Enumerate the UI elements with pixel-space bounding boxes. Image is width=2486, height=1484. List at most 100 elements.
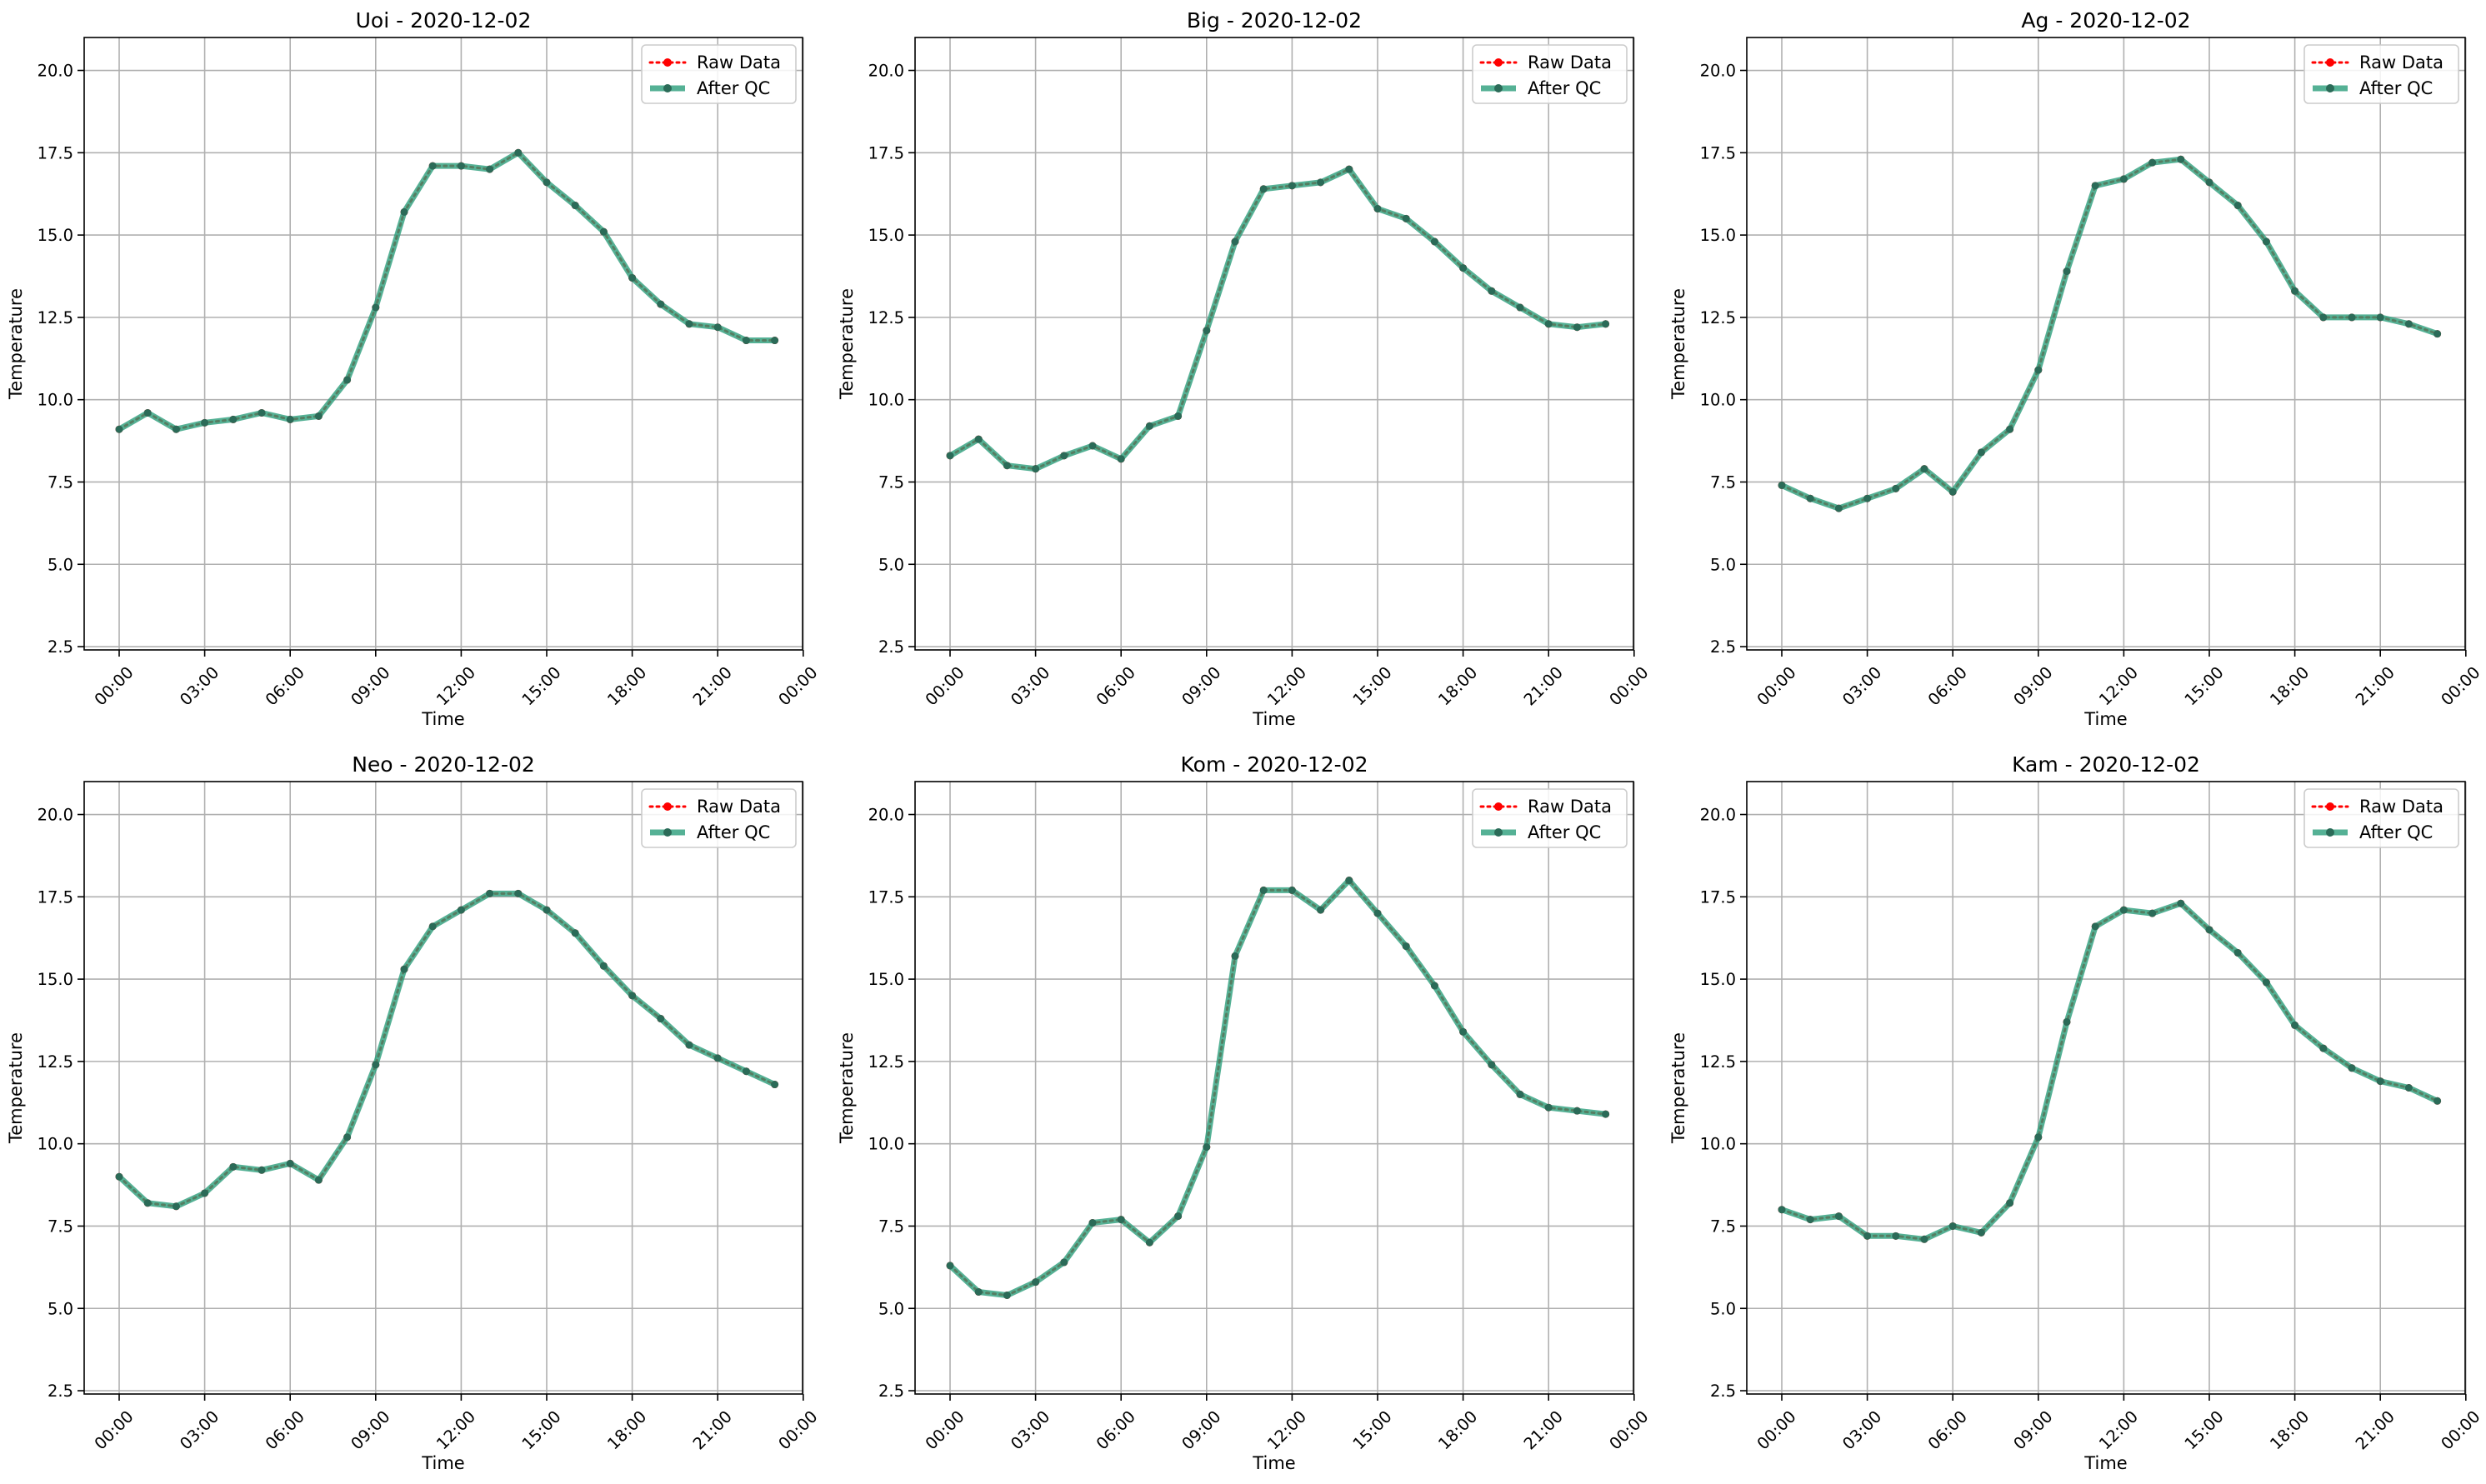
data-point-qc-0200	[1003, 462, 1011, 470]
y-tick-label: 5.0	[48, 555, 73, 574]
data-point-qc-1100	[428, 162, 437, 170]
data-point-qc-0900	[2034, 1133, 2043, 1142]
y-tick-label: 15.0	[38, 226, 73, 245]
x-tick-label: 06:00	[1093, 1407, 1139, 1453]
legend-label-after-qc: After QC	[697, 78, 770, 98]
data-point-qc-1900	[1488, 287, 1496, 295]
data-point-qc-2300	[1602, 320, 1610, 328]
data-point-qc-2200	[2404, 1084, 2413, 1092]
data-point-qc-0900	[1203, 327, 1211, 335]
x-tick-label: 00:00	[1753, 1407, 1800, 1453]
x-tick-label: 18:00	[603, 662, 650, 709]
legend-label-raw-data: Raw Data	[2359, 52, 2443, 72]
data-point-qc-0000	[1778, 1206, 1786, 1214]
data-point-qc-2000	[1516, 303, 1524, 312]
axes-frame	[1746, 37, 2466, 651]
data-point-qc-0600	[1117, 455, 1125, 463]
x-tick-label: 03:00	[1007, 1407, 1053, 1453]
x-tick-label: 21:00	[689, 1407, 736, 1453]
data-point-qc-1300	[2148, 158, 2157, 167]
data-point-qc-2200	[1573, 323, 1581, 332]
x-tick-label: 12:00	[2095, 662, 2142, 709]
data-point-qc-0100	[1806, 1216, 1814, 1224]
legend-marker-raw-data	[1494, 58, 1503, 67]
data-point-qc-2000	[2348, 313, 2356, 322]
data-point-qc-2300	[771, 337, 779, 345]
y-tick-label: 5.0	[1710, 1299, 1736, 1318]
x-tick-label: 06:00	[262, 1407, 308, 1453]
data-point-qc-1900	[2319, 1044, 2328, 1052]
series-line-raw-data	[1780, 157, 2439, 510]
y-tick-label: 15.0	[868, 970, 904, 989]
y-tick-label: 12.5	[1700, 308, 1736, 327]
data-point-qc-0800	[2006, 425, 2014, 433]
data-point-qc-0400	[1060, 1258, 1068, 1267]
x-tick-label: 18:00	[2266, 1407, 2313, 1453]
data-point-qc-1800	[2291, 1021, 2299, 1029]
data-point-qc-1200	[1288, 886, 1296, 894]
data-point-qc-0800	[343, 1133, 352, 1142]
data-point-qc-2100	[713, 323, 722, 332]
y-tick-label: 20.0	[38, 806, 73, 825]
x-axis-ticks: 00:00 03:00 06:00 09:00 12:00 15:00 18:00 21:00…	[1753, 650, 2484, 709]
data-point-qc-1500	[543, 178, 551, 187]
y-tick-label: 5.0	[48, 1299, 73, 1318]
x-tick-label: 06:00	[262, 662, 308, 709]
data-point-qc-1800	[1459, 1027, 1468, 1036]
subplot-5: 2.55.07.510.012.515.017.520.000:00 03:00 0…	[837, 752, 1653, 1473]
y-tick-label: 10.0	[1700, 391, 1736, 410]
data-point-qc-0700	[314, 412, 323, 420]
data-point-qc-0700	[1145, 422, 1153, 430]
data-point-qc-2200	[1573, 1107, 1581, 1115]
legend: Raw Data After QC	[641, 788, 797, 848]
data-point-qc-1500	[2205, 926, 2213, 934]
series-line-after-qc	[947, 166, 1609, 472]
data-point-qc-0200	[1834, 1212, 1843, 1221]
x-tick-label: 18:00	[2266, 662, 2313, 709]
x-tick-label: 15:00	[2181, 1407, 2228, 1453]
x-tick-label: 18:00	[1434, 662, 1481, 709]
y-tick-label: 12.5	[1700, 1052, 1736, 1072]
x-tick-label: 03:00	[176, 662, 223, 709]
x-tick-label: 03:00	[1838, 662, 1885, 709]
y-tick-label: 2.5	[878, 637, 904, 657]
legend-label-raw-data: Raw Data	[1528, 52, 1612, 72]
legend-marker-raw-data	[663, 802, 672, 811]
y-axis-label: Temperature	[837, 1032, 857, 1144]
x-tick-label: 00:00	[91, 662, 138, 709]
x-tick-label: 00:00	[775, 662, 822, 709]
y-axis-label: Temperature	[6, 1032, 26, 1144]
data-point-qc-0100	[974, 435, 983, 443]
x-tick-label: 00:00	[922, 1407, 968, 1453]
data-point-qc-1400	[2177, 155, 2185, 163]
y-axis-ticks: 2.5 5.0 7.5 10.0 12.5 15.0 17.5 20.0	[38, 806, 84, 1401]
chart-title: Neo - 2020-12-02	[352, 752, 535, 777]
x-tick-label: 03:00	[176, 1407, 223, 1453]
x-axis-label: Time	[421, 1453, 464, 1473]
data-point-qc-1200	[2119, 906, 2128, 914]
data-point-qc-1700	[599, 227, 608, 236]
data-point-qc-0300	[1863, 494, 1872, 502]
y-tick-label: 20.0	[1700, 62, 1736, 81]
chart-title: Uoi - 2020-12-02	[356, 8, 532, 32]
series-group	[115, 889, 779, 1211]
y-tick-label: 7.5	[48, 472, 73, 492]
y-tick-label: 7.5	[1710, 472, 1736, 492]
series-group	[1778, 155, 2442, 512]
axes-frame	[1746, 781, 2466, 1395]
x-axis-label: Time	[1252, 709, 1295, 729]
data-point-qc-0900	[372, 303, 380, 312]
x-tick-label: 12:00	[1263, 1407, 1310, 1453]
data-point-qc-0600	[1948, 1222, 1957, 1230]
x-axis-label: Time	[1252, 1453, 1295, 1473]
series-line-after-qc	[116, 890, 778, 1210]
y-tick-label: 17.5	[868, 887, 904, 907]
data-point-qc-1800	[628, 992, 637, 1000]
y-tick-label: 12.5	[38, 308, 73, 327]
x-tick-label: 15:00	[2181, 662, 2228, 709]
x-tick-label: 18:00	[1434, 1407, 1481, 1453]
data-point-qc-1000	[2063, 267, 2071, 276]
y-tick-label: 7.5	[1710, 1217, 1736, 1236]
series-line-after-qc	[1778, 156, 2441, 512]
y-tick-label: 15.0	[868, 226, 904, 245]
